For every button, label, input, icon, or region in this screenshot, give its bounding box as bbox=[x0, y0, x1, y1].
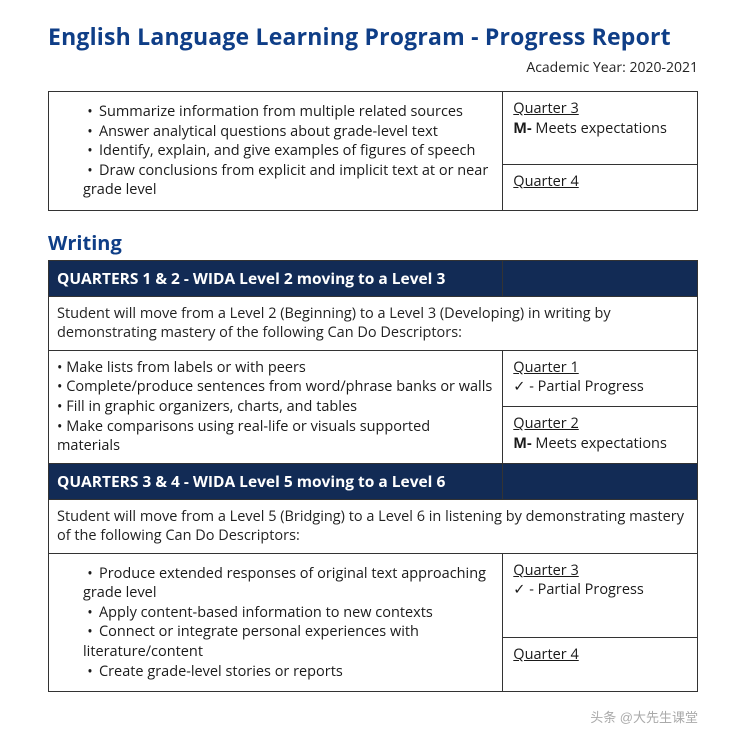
quarter-label: Quarter 3 bbox=[513, 561, 578, 580]
rating-text: Partial Progress bbox=[534, 580, 644, 599]
section-title-writing: Writing bbox=[48, 229, 698, 256]
quarter-label: Quarter 4 bbox=[513, 645, 578, 664]
top-descriptor-list: Summarize information from multiple rela… bbox=[83, 102, 488, 200]
quarter-label: Quarter 3 bbox=[513, 99, 578, 118]
list-item: • Fill in graphic organizers, charts, an… bbox=[57, 397, 494, 417]
quarter-label: Quarter 2 bbox=[513, 414, 578, 433]
list-item: Draw conclusions from explicit and impli… bbox=[83, 161, 488, 200]
page-title: English Language Learning Program - Prog… bbox=[48, 20, 698, 52]
list-item: Connect or integrate personal experience… bbox=[83, 622, 488, 661]
rating-text: Partial Progress bbox=[534, 377, 644, 396]
quarter-3-cell: Quarter 3 ✓ - Partial Progress bbox=[503, 553, 698, 637]
rating-symbol: ✓ - bbox=[513, 377, 534, 396]
watermark: 头条 @大先生课堂 bbox=[590, 707, 698, 726]
list-item: • Make lists from labels or with peers bbox=[57, 358, 494, 378]
top-descriptor-cell: Summarize information from multiple rela… bbox=[49, 92, 503, 211]
list-item: Identify, explain, and give examples of … bbox=[83, 141, 488, 161]
rating-symbol: M- bbox=[513, 119, 531, 138]
quarter-label: Quarter 4 bbox=[513, 172, 578, 191]
group-a-descriptor-list: • Make lists from labels or with peers •… bbox=[57, 358, 494, 456]
group-a-intro: Student will move from a Level 2 (Beginn… bbox=[49, 296, 698, 350]
group-b-descriptor-cell: Produce extended responses of original t… bbox=[49, 553, 503, 691]
quarter-4-cell: Quarter 4 bbox=[503, 164, 698, 210]
group-b-intro: Student will move from a Level 5 (Bridgi… bbox=[49, 499, 698, 553]
list-item: Create grade-level stories or reports bbox=[83, 662, 488, 682]
quarter-1-cell: Quarter 1 ✓ - Partial Progress bbox=[503, 350, 698, 406]
group-a-descriptor-cell: • Make lists from labels or with peers •… bbox=[49, 350, 503, 463]
group-a-header-spacer bbox=[503, 260, 698, 296]
academic-year: Academic Year: 2020-2021 bbox=[48, 58, 698, 77]
top-descriptor-table: Summarize information from multiple rela… bbox=[48, 91, 698, 211]
quarter-4-cell: Quarter 4 bbox=[503, 638, 698, 692]
quarter-label: Quarter 1 bbox=[513, 358, 578, 377]
rating-text: Meets expectations bbox=[532, 119, 667, 138]
group-b-descriptor-list: Produce extended responses of original t… bbox=[83, 564, 488, 681]
group-a-header-row: QUARTERS 1 & 2 - WIDA Level 2 moving to … bbox=[49, 260, 698, 296]
list-item: Answer analytical questions about grade-… bbox=[83, 122, 488, 142]
group-b-header-row: QUARTERS 3 & 4 - WIDA Level 5 moving to … bbox=[49, 463, 698, 499]
list-item: Produce extended responses of original t… bbox=[83, 564, 488, 603]
rating-symbol: ✓ - bbox=[513, 580, 534, 599]
rating-symbol: M- bbox=[513, 434, 531, 453]
rating-text: Meets expectations bbox=[532, 434, 667, 453]
group-b-header-spacer bbox=[503, 463, 698, 499]
group-b-header: QUARTERS 3 & 4 - WIDA Level 5 moving to … bbox=[49, 463, 503, 499]
list-item: Summarize information from multiple rela… bbox=[83, 102, 488, 122]
quarter-2-cell: Quarter 2 M- Meets expectations bbox=[503, 407, 698, 463]
quarter-3-cell: Quarter 3 M- Meets expectations bbox=[503, 92, 698, 165]
list-item: • Make comparisons using real-life or vi… bbox=[57, 417, 494, 456]
list-item: Apply content-based information to new c… bbox=[83, 603, 488, 623]
group-a-header: QUARTERS 1 & 2 - WIDA Level 2 moving to … bbox=[49, 260, 503, 296]
list-item: • Complete/produce sentences from word/p… bbox=[57, 377, 494, 397]
writing-table: QUARTERS 1 & 2 - WIDA Level 2 moving to … bbox=[48, 260, 698, 692]
